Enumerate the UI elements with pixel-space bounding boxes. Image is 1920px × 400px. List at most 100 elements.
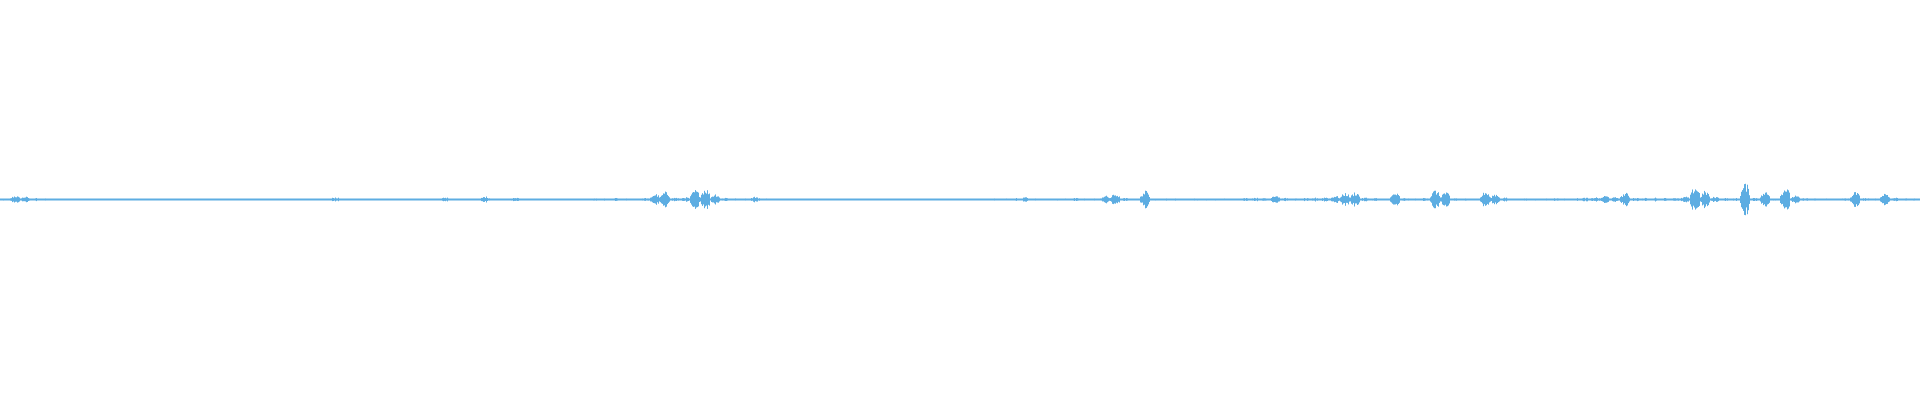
waveform-sample	[1218, 198, 1219, 201]
waveform-sample	[1664, 198, 1665, 201]
waveform-sample	[1362, 198, 1363, 201]
waveform-sample	[1864, 198, 1865, 201]
waveform-sample	[511, 198, 512, 201]
waveform-sample	[25, 197, 26, 202]
waveform-sample	[1448, 193, 1449, 206]
waveform-sample	[1880, 197, 1881, 202]
waveform-sample	[274, 198, 275, 201]
waveform-sample	[1767, 194, 1768, 205]
waveform-sample	[244, 198, 245, 201]
waveform-sample	[1816, 198, 1817, 201]
waveform-sample	[585, 198, 586, 201]
waveform-sample	[619, 198, 620, 201]
waveform-sample	[388, 198, 389, 201]
waveform-sample	[59, 198, 60, 201]
waveform-sample	[891, 198, 892, 201]
waveform-sample	[1114, 195, 1115, 204]
waveform-sample	[950, 198, 951, 201]
waveform-sample	[155, 198, 156, 201]
waveform-sample	[725, 197, 726, 201]
waveform-sample	[1175, 198, 1176, 201]
waveform-sample	[1234, 198, 1235, 201]
waveform-sample	[284, 198, 285, 201]
waveform-sample	[148, 198, 149, 201]
waveform-sample	[1304, 198, 1305, 202]
waveform-sample	[584, 198, 585, 201]
waveform-sample	[860, 198, 861, 201]
waveform-sample	[255, 198, 256, 201]
waveform-sample	[106, 198, 107, 201]
waveform-sample	[1174, 198, 1175, 201]
waveform-sample	[166, 198, 167, 201]
waveform-sample	[1231, 198, 1232, 201]
waveform-sample	[372, 198, 373, 201]
waveform-sample	[1668, 198, 1669, 201]
waveform-sample	[941, 198, 942, 201]
waveform-sample	[1649, 198, 1650, 201]
waveform-sample	[1858, 193, 1859, 206]
waveform-sample	[1737, 198, 1738, 201]
waveform-sample	[1495, 196, 1496, 203]
waveform-sample	[1894, 198, 1895, 201]
waveform-sample	[315, 198, 316, 201]
waveform-sample	[590, 198, 591, 201]
waveform-sample	[1257, 197, 1258, 202]
waveform-sample	[994, 198, 995, 201]
waveform-sample	[483, 197, 484, 202]
waveform-sample	[1632, 198, 1633, 201]
waveform-sample	[215, 198, 216, 201]
waveform-sample	[1198, 198, 1199, 201]
waveform-sample	[759, 198, 760, 201]
waveform-sample	[1872, 198, 1873, 201]
waveform-sample	[721, 198, 722, 201]
waveform-sample	[1585, 198, 1586, 201]
waveform-sample	[943, 198, 944, 201]
waveform-sample	[1084, 198, 1085, 201]
waveform-sample	[1096, 198, 1097, 201]
waveform-sample	[623, 198, 624, 201]
waveform-sample	[1089, 198, 1090, 201]
waveform-sample	[1262, 198, 1263, 201]
waveform-sample	[905, 198, 906, 201]
waveform-sample	[1057, 198, 1058, 201]
waveform-sample	[609, 198, 610, 201]
waveform-sample	[320, 198, 321, 201]
waveform-sample	[685, 198, 686, 201]
waveform-sample	[1287, 198, 1288, 201]
waveform-sample	[1846, 198, 1847, 201]
waveform-sample	[557, 198, 558, 201]
waveform-sample	[1782, 195, 1783, 204]
waveform-sample	[467, 198, 468, 201]
waveform-sample	[43, 198, 44, 201]
waveform-sample	[356, 198, 357, 201]
waveform-sample	[1493, 196, 1494, 203]
waveform-sample	[1207, 198, 1208, 201]
waveform-sample	[904, 198, 905, 201]
waveform-sample	[55, 198, 56, 201]
waveform-sample	[1824, 198, 1825, 201]
waveform-sample	[1307, 198, 1308, 201]
waveform-sample	[1794, 196, 1795, 202]
waveform-sample	[1810, 198, 1811, 201]
waveform-sample	[765, 198, 766, 201]
waveform-sample	[1292, 198, 1293, 201]
waveform-sample	[68, 198, 69, 201]
waveform-sample	[383, 198, 384, 201]
waveform-sample	[766, 198, 767, 201]
waveform-sample	[1001, 198, 1002, 201]
waveform-sample	[1088, 198, 1089, 201]
waveform-sample	[177, 198, 178, 201]
waveform-sample	[1502, 198, 1503, 201]
waveform-sample	[406, 198, 407, 201]
waveform-sample	[29, 198, 30, 201]
waveform-sample	[1314, 198, 1315, 201]
waveform-sample	[1898, 198, 1899, 201]
waveform-sample	[1223, 198, 1224, 201]
waveform-sample	[1783, 192, 1784, 207]
waveform-sample	[1274, 197, 1275, 202]
waveform-sample	[1041, 198, 1042, 201]
waveform-sample	[324, 198, 325, 201]
waveform-sample	[243, 198, 244, 201]
waveform-sample	[1679, 198, 1680, 201]
waveform-sample	[287, 198, 288, 201]
